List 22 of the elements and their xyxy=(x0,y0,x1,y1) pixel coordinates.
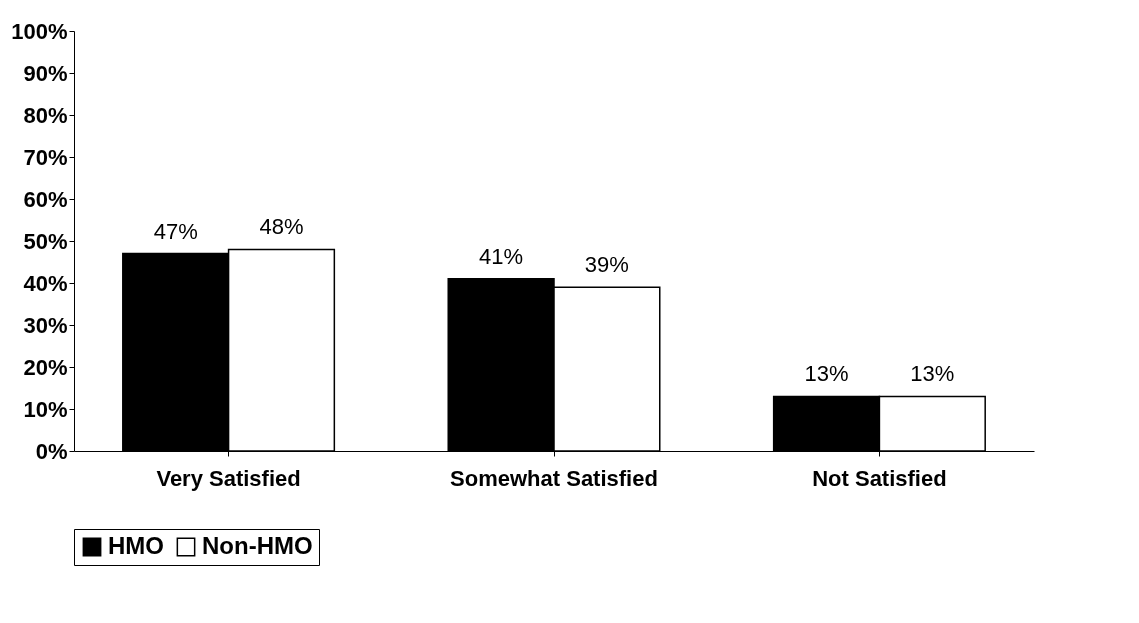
y-tick-label: 90% xyxy=(23,60,68,86)
data-label: 39% xyxy=(584,252,629,278)
data-label: 13% xyxy=(910,361,955,387)
y-tick-label: 10% xyxy=(23,396,68,422)
y-tick-label: 0% xyxy=(35,438,68,464)
y-tick-label: 80% xyxy=(23,102,68,128)
y-tick-label: 20% xyxy=(23,354,68,380)
y-tick-label: 100% xyxy=(11,18,68,44)
legend-label: Non-HMO xyxy=(202,532,313,559)
legend-label: HMO xyxy=(108,532,164,559)
y-tick-label: 40% xyxy=(23,270,68,296)
data-label: 47% xyxy=(153,218,198,244)
x-tick-label: Somewhat Satisfied xyxy=(450,465,658,491)
y-tick-label: 30% xyxy=(23,312,68,338)
y-tick-label: 60% xyxy=(23,186,68,212)
x-tick-label: Not Satisfied xyxy=(812,465,947,491)
data-label: 13% xyxy=(804,361,849,387)
x-tick-label: Very Satisfied xyxy=(156,465,301,491)
y-tick-label: 70% xyxy=(23,144,68,170)
data-label: 48% xyxy=(259,214,304,240)
data-label: 41% xyxy=(479,243,524,269)
y-tick-label: 50% xyxy=(23,228,68,254)
